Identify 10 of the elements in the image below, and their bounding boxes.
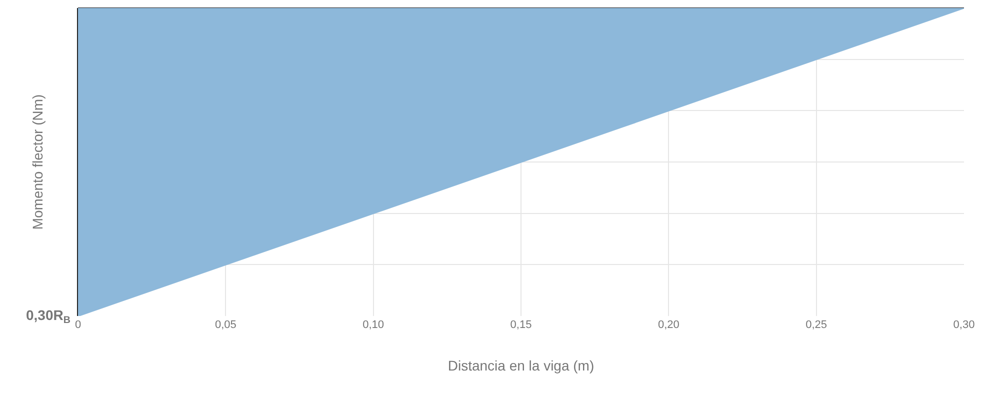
annotation: 0,30R$_{B}$: [26, 307, 70, 326]
x-tick-label: 0,05: [214, 319, 236, 331]
x-tick-label: 0: [74, 319, 82, 331]
x-tick-label: 0,10: [362, 319, 384, 331]
x-tick-label: 0,25: [806, 319, 828, 331]
x-tick-label: 0,20: [658, 319, 680, 331]
x-axis-title: Distancia en la viga (m): [448, 357, 594, 374]
x-tick-label: 0,30: [953, 319, 975, 331]
x-tick-label: 0,15: [510, 319, 532, 331]
y-axis-title: Momento flector (Nm): [30, 94, 46, 230]
